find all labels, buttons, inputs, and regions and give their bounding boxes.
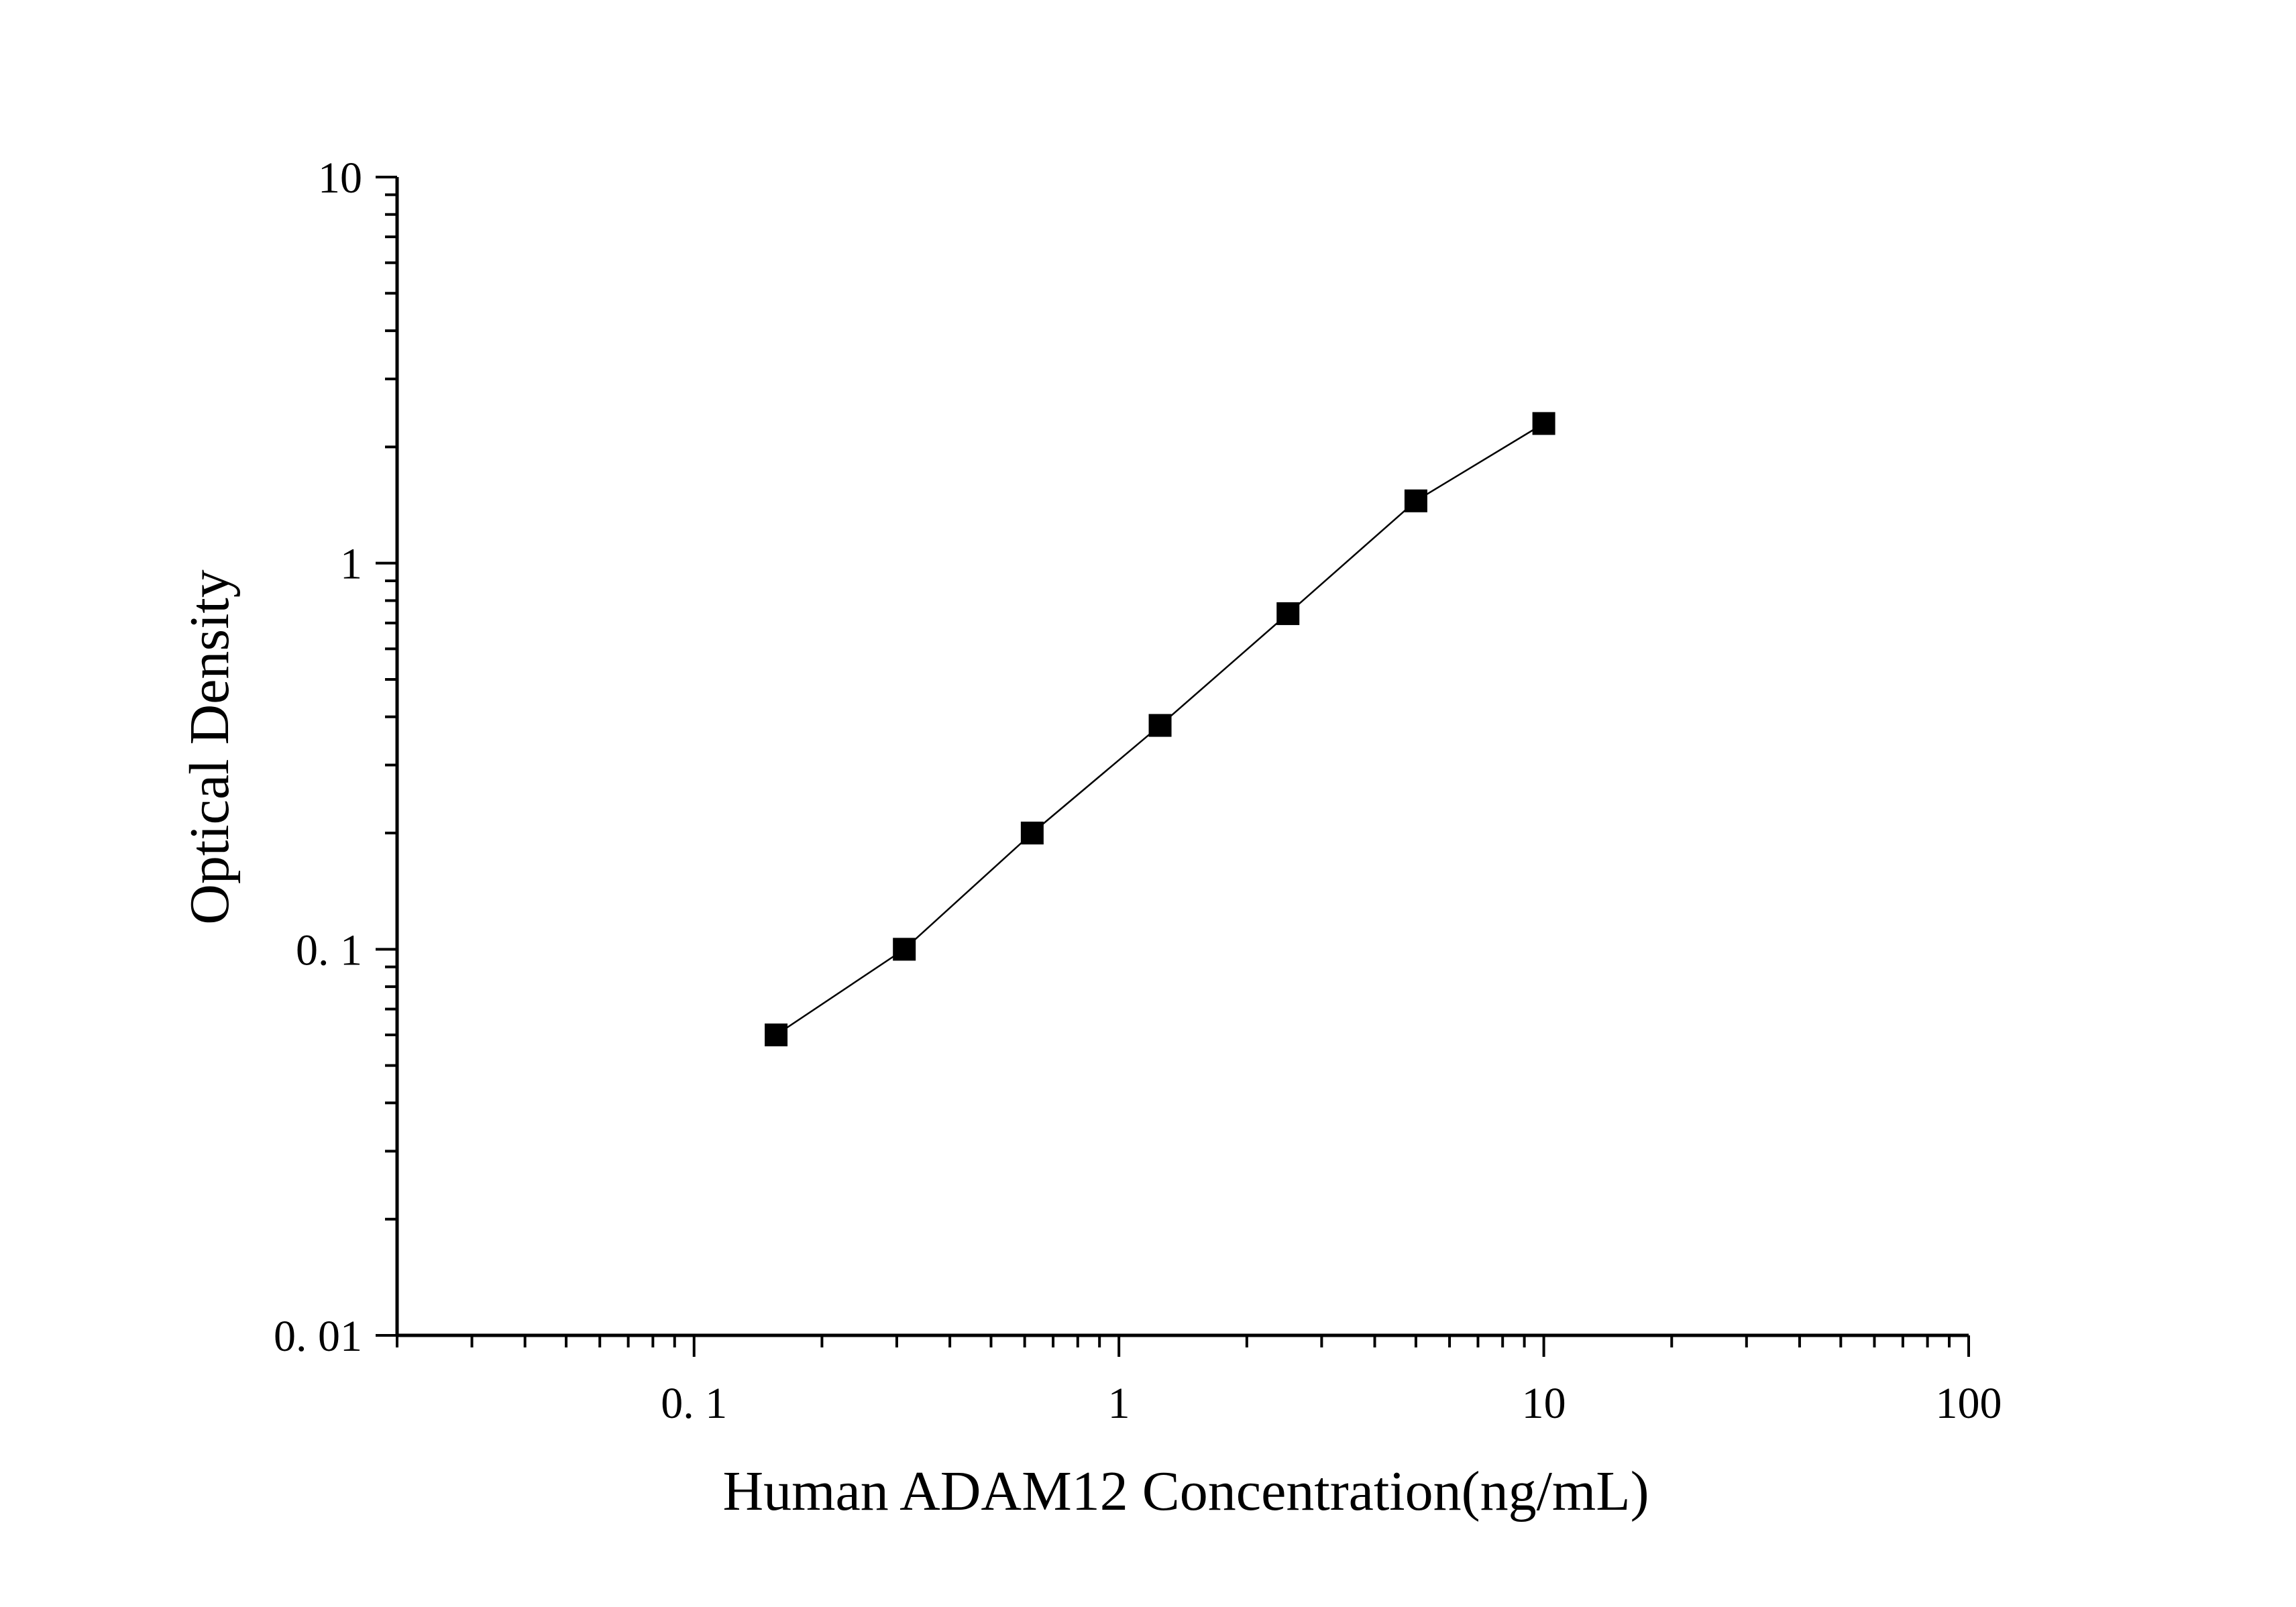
data-point-marker — [893, 938, 916, 961]
x-tick-label: 100 — [1936, 1379, 2002, 1428]
data-point-marker — [1404, 489, 1427, 512]
x-axis-title: Human ADAM12 Concentration(ng/mL) — [722, 1460, 1649, 1522]
x-tick-label: 10 — [1522, 1379, 1566, 1428]
data-point-marker — [1276, 602, 1300, 625]
axes: 0. 1 1 10 100 0. 01 0. 1 1 10 — [274, 154, 2002, 1428]
x-tick-label: 0. 1 — [661, 1379, 727, 1428]
y-tick-label: 0. 1 — [296, 926, 362, 975]
y-tick-label: 10 — [318, 154, 362, 203]
data-point-marker — [1532, 412, 1555, 435]
y-tick-label: 0. 01 — [274, 1312, 362, 1361]
data-point-marker — [1020, 822, 1044, 845]
data-point-marker — [765, 1023, 788, 1047]
x-tick-label: 1 — [1108, 1379, 1130, 1428]
plot-area — [765, 412, 1555, 1047]
y-tick-label: 1 — [340, 540, 362, 589]
data-point-marker — [1148, 714, 1172, 737]
y-axis-title: Optical Density — [178, 569, 241, 925]
